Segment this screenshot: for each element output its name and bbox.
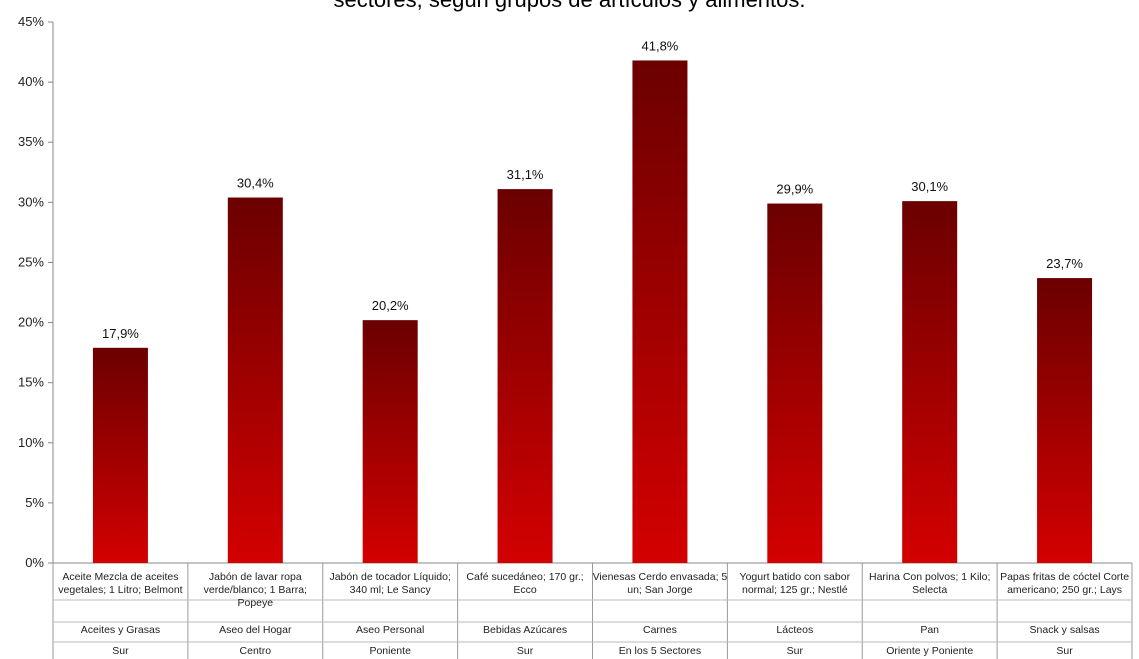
y-tick-label: 15% <box>18 375 44 390</box>
category-product-label: Ecco <box>513 584 537 596</box>
data-label: 31,1% <box>507 167 544 182</box>
category-product-label: Popeye <box>238 597 274 609</box>
category-product-label: verde/blanco; 1 Barra; <box>204 584 307 596</box>
category-sector-label: Sur <box>112 645 129 657</box>
labels: 17,9% Aceite Mezcla de aceitesvegetales; … <box>58 38 1129 657</box>
category-product-label: vegetales; 1 Litro; Belmont <box>58 584 182 596</box>
category-product-label: Papas fritas de cóctel Corte <box>1000 571 1129 583</box>
category-group-label: Aseo del Hogar <box>219 624 292 636</box>
bar <box>92 347 148 563</box>
category-group-label: Carnes <box>643 624 677 636</box>
y-tick-label: 5% <box>25 495 44 510</box>
category-group-label: Bebidas Azúcares <box>483 624 567 636</box>
axes: 0% 5% 10% 15% 20% 25% 30% 35% 40% 45% <box>18 14 1133 659</box>
data-label: 23,7% <box>1046 256 1083 271</box>
category-product-label: americano; 250 gr.; Lays <box>1007 584 1122 596</box>
y-tick-label: 25% <box>18 254 44 269</box>
bar <box>767 203 823 563</box>
category-sector-label: Centro <box>240 645 272 657</box>
category-product-label: Selecta <box>912 584 947 596</box>
y-tick-label: 30% <box>18 194 44 209</box>
bars <box>92 60 1093 564</box>
chart-title: sectores, según grupos de artículos y al… <box>0 0 1139 13</box>
bar <box>497 189 553 563</box>
bar <box>362 320 418 563</box>
category-group-label: Pan <box>920 624 939 636</box>
bar <box>1037 278 1093 563</box>
bar <box>902 201 958 563</box>
category-group-label: Snack y salsas <box>1030 624 1100 636</box>
category-sector-label: Sur <box>787 645 804 657</box>
category-product-label: Vienesas Cerdo envasada; 5 <box>593 571 728 583</box>
data-label: 20,2% <box>372 298 409 313</box>
data-label: 41,8% <box>642 38 679 53</box>
category-product-label: Aceite Mezcla de aceites <box>62 571 178 583</box>
bar <box>227 197 283 563</box>
category-product-label: Café sucedáneo; 170 gr.; <box>466 571 583 583</box>
category-sector-label: Oriente y Poniente <box>886 645 973 657</box>
category-product-label: un; San Jorge <box>627 584 693 596</box>
category-sector-label: Sur <box>517 645 534 657</box>
data-label: 30,4% <box>237 176 274 191</box>
y-tick-label: 45% <box>18 14 44 29</box>
category-product-label: Harina Con polvos; 1 Kilo; <box>869 571 990 583</box>
data-label: 29,9% <box>776 182 813 197</box>
category-sector-label: Sur <box>1056 645 1073 657</box>
category-group-label: Aseo Personal <box>356 624 424 636</box>
category-group-label: Lácteos <box>776 624 813 636</box>
category-product-label: Jabón de lavar ropa <box>209 571 302 583</box>
category-product-label: normal; 125 gr.; Nestlé <box>742 584 848 596</box>
bar <box>632 60 688 564</box>
category-product-label: 340 ml; Le Sancy <box>350 584 432 596</box>
category-product-label: Jabón de tocador Líquido; <box>329 571 450 583</box>
category-product-label: Yogurt batido con sabor <box>740 571 851 583</box>
y-tick-label: 35% <box>18 134 44 149</box>
category-group-label: Aceites y Grasas <box>81 624 160 636</box>
category-sector-label: En los 5 Sectores <box>619 645 701 657</box>
y-tick-label: 0% <box>25 555 44 570</box>
y-tick-label: 10% <box>18 435 44 450</box>
y-tick-label: 20% <box>18 315 44 330</box>
data-label: 30,1% <box>911 179 948 194</box>
y-tick-label: 40% <box>18 74 44 89</box>
category-sector-label: Poniente <box>369 645 411 657</box>
data-label: 17,9% <box>102 326 139 341</box>
